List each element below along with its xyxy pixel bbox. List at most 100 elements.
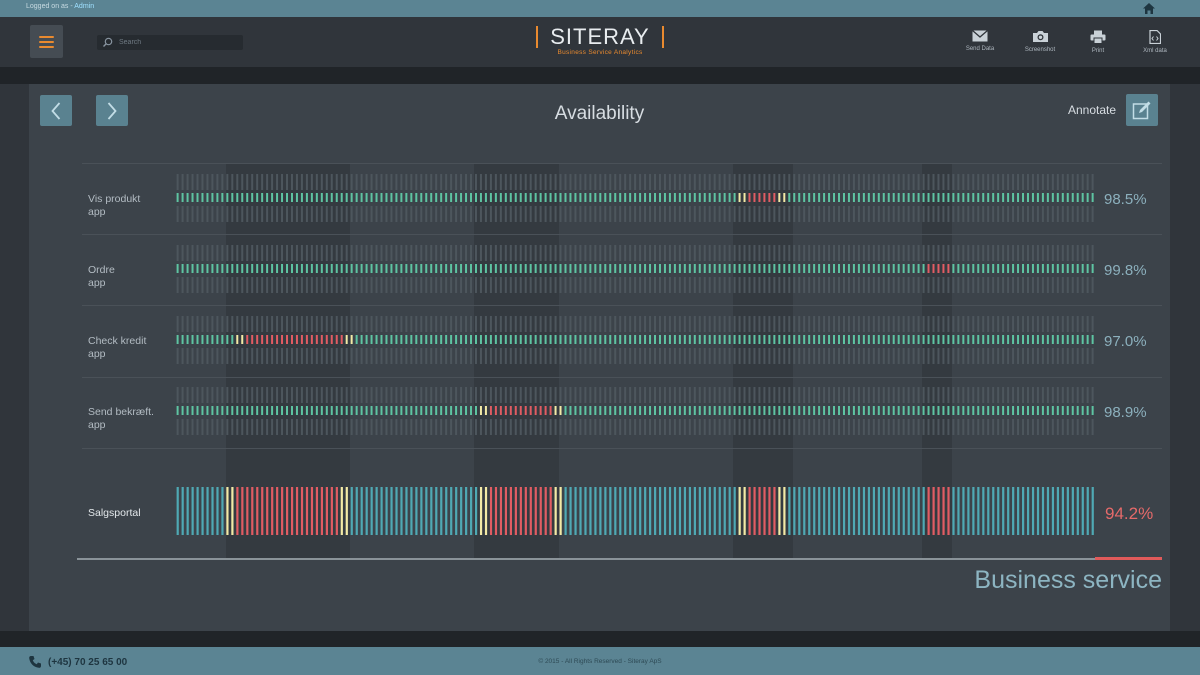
ghost-bar <box>261 316 264 332</box>
ghost-bar <box>176 277 179 293</box>
ghost-bar <box>549 174 552 190</box>
ghost-bar <box>325 316 328 332</box>
ghost-bar <box>1007 245 1010 261</box>
summary-slot <box>783 487 786 535</box>
page-title: Availability <box>554 103 645 124</box>
ghost-bar <box>460 387 463 403</box>
availability-slot <box>1081 193 1084 202</box>
ghost-bar <box>957 387 960 403</box>
ghost-bar <box>977 387 980 403</box>
availability-slot <box>1002 264 1005 273</box>
availability-slot <box>514 335 517 344</box>
ghost-bar <box>330 277 333 293</box>
ghost-bar <box>862 419 865 435</box>
availability-slot <box>917 193 920 202</box>
ghost-bar <box>465 316 468 332</box>
previous-button[interactable] <box>40 95 72 126</box>
ghost-bar <box>743 206 746 222</box>
ghost-bar <box>678 387 681 403</box>
summary-slot <box>992 487 995 535</box>
print-button[interactable]: Print <box>1075 30 1121 54</box>
availability-slot <box>345 264 348 273</box>
ghost-bar <box>1071 277 1074 293</box>
ghost-bar <box>1002 174 1005 190</box>
availability-slot <box>917 335 920 344</box>
availability-slot <box>708 264 711 273</box>
availability-slot <box>773 193 776 202</box>
ghost-bar <box>276 245 279 261</box>
ghost-bar <box>1066 316 1069 332</box>
ghost-bar <box>857 387 860 403</box>
ghost-bar <box>867 245 870 261</box>
ghost-bar <box>1076 419 1079 435</box>
availability-slot <box>932 264 935 273</box>
summary-slot <box>554 487 557 535</box>
ghost-bar <box>753 348 756 364</box>
availability-slot <box>594 335 597 344</box>
ghost-bar <box>489 387 492 403</box>
ghost-bar <box>783 245 786 261</box>
ghost-bar <box>748 348 751 364</box>
annotate-button[interactable] <box>1126 94 1158 126</box>
availability-slot <box>1022 193 1025 202</box>
availability-slot <box>773 335 776 344</box>
ghost-bar <box>489 348 492 364</box>
ghost-bar <box>1012 206 1015 222</box>
ghost-bar <box>932 245 935 261</box>
ghost-bar <box>191 245 194 261</box>
user-name-link[interactable]: Admin <box>74 3 95 10</box>
ghost-bar <box>748 174 751 190</box>
next-button[interactable] <box>96 95 128 126</box>
ghost-bar <box>529 316 532 332</box>
ghost-bar <box>579 419 582 435</box>
ghost-bar <box>246 419 249 435</box>
ghost-bar <box>927 387 930 403</box>
summary-slot <box>649 487 652 535</box>
ghost-bar <box>196 277 199 293</box>
ghost-bar <box>1012 419 1015 435</box>
availability-slot <box>415 264 418 273</box>
availability-slot <box>430 264 433 273</box>
send-data-button[interactable]: Send Data <box>957 30 1003 52</box>
ghost-bar <box>474 387 477 403</box>
ghost-bar <box>982 387 985 403</box>
ghost-bar <box>554 348 557 364</box>
ghost-bar <box>1046 387 1049 403</box>
ghost-bar <box>499 174 502 190</box>
phone-contact[interactable]: (+45) 70 25 65 00 <box>28 655 127 669</box>
ghost-bar <box>833 206 836 222</box>
ghost-bar <box>867 277 870 293</box>
ghost-bar <box>315 206 318 222</box>
ghost-bar <box>654 206 657 222</box>
ghost-bar <box>345 206 348 222</box>
summary-slot <box>365 487 368 535</box>
search-input[interactable] <box>119 36 239 49</box>
menu-button[interactable] <box>30 25 63 58</box>
ghost-bar <box>310 387 313 403</box>
ghost-bar <box>504 419 507 435</box>
ghost-bar <box>380 245 383 261</box>
ghost-bar <box>365 348 368 364</box>
availability-slot <box>460 193 463 202</box>
summary-slot <box>1086 487 1089 535</box>
screenshot-button[interactable]: Screenshot <box>1017 30 1063 53</box>
summary-slot <box>629 487 632 535</box>
availability-slot <box>847 406 850 415</box>
ghost-bar <box>713 419 716 435</box>
availability-slot <box>798 406 801 415</box>
ghost-bar <box>499 316 502 332</box>
xml-data-button[interactable]: Xml data <box>1132 30 1178 54</box>
availability-slot <box>430 335 433 344</box>
ghost-bar <box>450 174 453 190</box>
availability-slot <box>987 264 990 273</box>
availability-slot <box>614 193 617 202</box>
ghost-bar <box>639 316 642 332</box>
ghost-bar <box>281 277 284 293</box>
ghost-bar <box>549 387 552 403</box>
availability-slot <box>1061 335 1064 344</box>
ghost-bar <box>703 206 706 222</box>
availability-slot <box>783 335 786 344</box>
home-icon[interactable] <box>1142 2 1156 15</box>
availability-slot <box>773 264 776 273</box>
availability-slot <box>778 193 781 202</box>
